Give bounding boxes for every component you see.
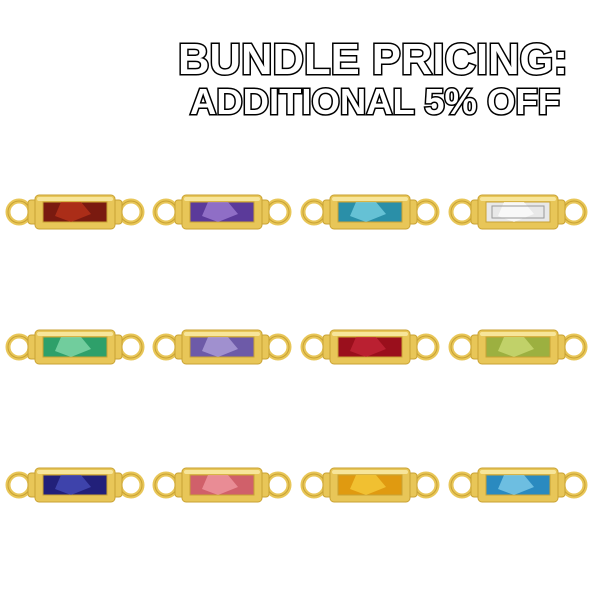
charm-sapphire xyxy=(5,467,145,503)
gemstone-facet xyxy=(55,202,91,222)
charm-garnet xyxy=(5,194,145,230)
promo-text: BUNDLE PRICING: ADDITIONAL 5% OFF xyxy=(177,34,570,124)
gemstone-facet xyxy=(498,202,534,222)
promo-line-1: BUNDLE PRICING: xyxy=(178,35,568,84)
charm-alexandrite xyxy=(152,329,292,365)
charm-emerald xyxy=(5,329,145,365)
charm-diamond xyxy=(448,194,588,230)
charm-blue-topaz xyxy=(448,467,588,503)
charm-peridot xyxy=(448,329,588,365)
gemstone-facet xyxy=(202,475,238,495)
gemstone-facet xyxy=(202,202,238,222)
gemstone-facet xyxy=(350,475,386,495)
gemstone-facet xyxy=(350,202,386,222)
charm-amethyst xyxy=(152,194,292,230)
charm-ruby xyxy=(300,329,440,365)
gemstone-facet xyxy=(350,337,386,357)
gemstone-facet xyxy=(498,337,534,357)
gemstone-facet xyxy=(491,205,545,219)
charm-pink-tourmaline xyxy=(152,467,292,503)
gemstone-facet xyxy=(202,337,238,357)
gemstone-facet xyxy=(498,475,534,495)
gemstone-facet xyxy=(55,475,91,495)
promo-line-2: ADDITIONAL 5% OFF xyxy=(190,81,560,122)
charm-aquamarine xyxy=(300,194,440,230)
gemstone-facet xyxy=(55,337,91,357)
charm-grid xyxy=(5,194,588,503)
charm-citrine xyxy=(300,467,440,503)
